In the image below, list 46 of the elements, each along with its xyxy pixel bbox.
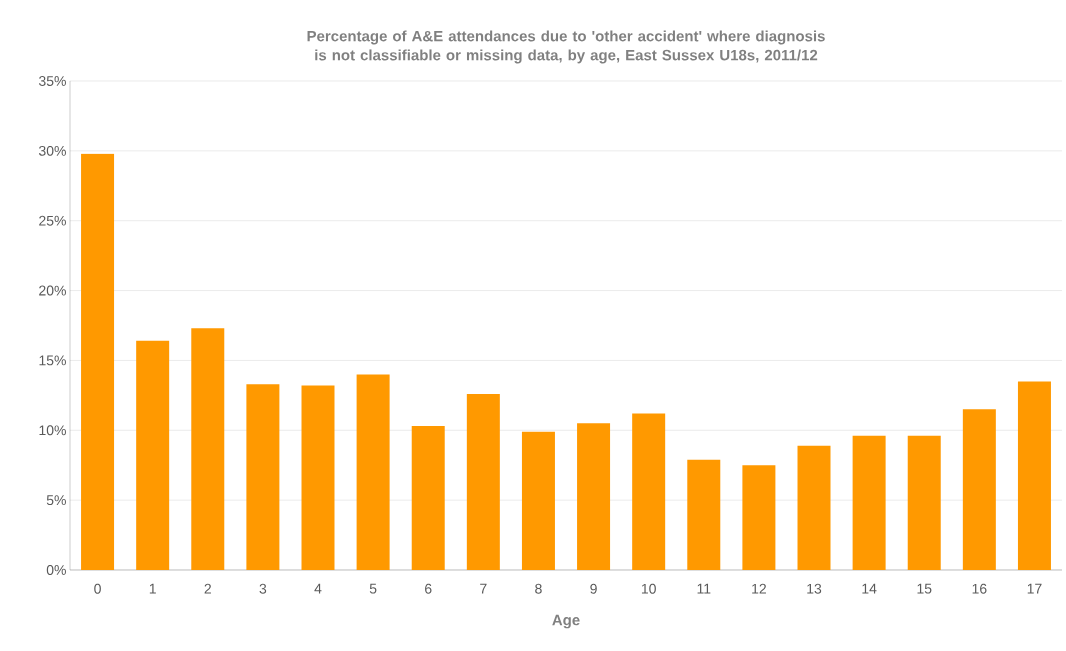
y-tick-label: 10% (39, 425, 66, 436)
y-tick-label: 15% (39, 355, 66, 366)
x-tick-label: 2 (204, 583, 211, 594)
bar (136, 340, 170, 570)
x-tick-label: 8 (535, 583, 542, 594)
bar (191, 328, 225, 570)
y-tick-label: 30% (38, 145, 66, 156)
x-tick-label: 15 (917, 583, 932, 594)
bar (356, 374, 390, 570)
bar (907, 435, 941, 570)
bar (742, 465, 776, 570)
x-tick-label: 14 (862, 583, 877, 594)
y-tick-label: 5% (46, 495, 66, 506)
bar (521, 431, 555, 570)
x-tick-label: 13 (807, 583, 822, 594)
x-tick-label: 10 (641, 583, 656, 594)
x-tick-label: 3 (259, 583, 267, 594)
bar (632, 413, 666, 570)
bar (246, 384, 280, 570)
y-tick-label: 35% (38, 76, 66, 86)
x-tick-label: 1 (149, 583, 156, 594)
bar (797, 445, 831, 570)
bar (81, 153, 115, 570)
x-tick-label: 11 (697, 583, 711, 594)
x-tick-label: 7 (480, 583, 487, 594)
bar (411, 426, 445, 570)
bar (962, 409, 996, 570)
chart-title: Percentage of A&E attendances due to 'other accident' where diagnosis is not classifiable or missing data, by age, East Sussex U18s, 2011/12 (307, 30, 825, 64)
x-axis-title: Age (552, 614, 580, 629)
bar (301, 385, 335, 570)
y-tick-label: 0% (46, 565, 66, 575)
x-tick-label: 17 (1027, 583, 1042, 594)
x-tick-label: 16 (972, 583, 987, 594)
x-tick-label: 5 (369, 583, 377, 594)
bar (466, 393, 500, 570)
bar (577, 423, 611, 570)
x-tick-label: 12 (752, 583, 766, 594)
x-tick-label: 4 (314, 583, 322, 594)
y-tick-label: 20% (39, 285, 66, 296)
bar (1017, 381, 1051, 570)
bar (687, 459, 721, 570)
x-tick-label: 0 (94, 583, 101, 594)
bar (852, 435, 886, 570)
x-tick-label: 9 (590, 583, 597, 594)
y-tick-label: 25% (39, 215, 66, 226)
x-tick-label: 6 (425, 583, 432, 594)
